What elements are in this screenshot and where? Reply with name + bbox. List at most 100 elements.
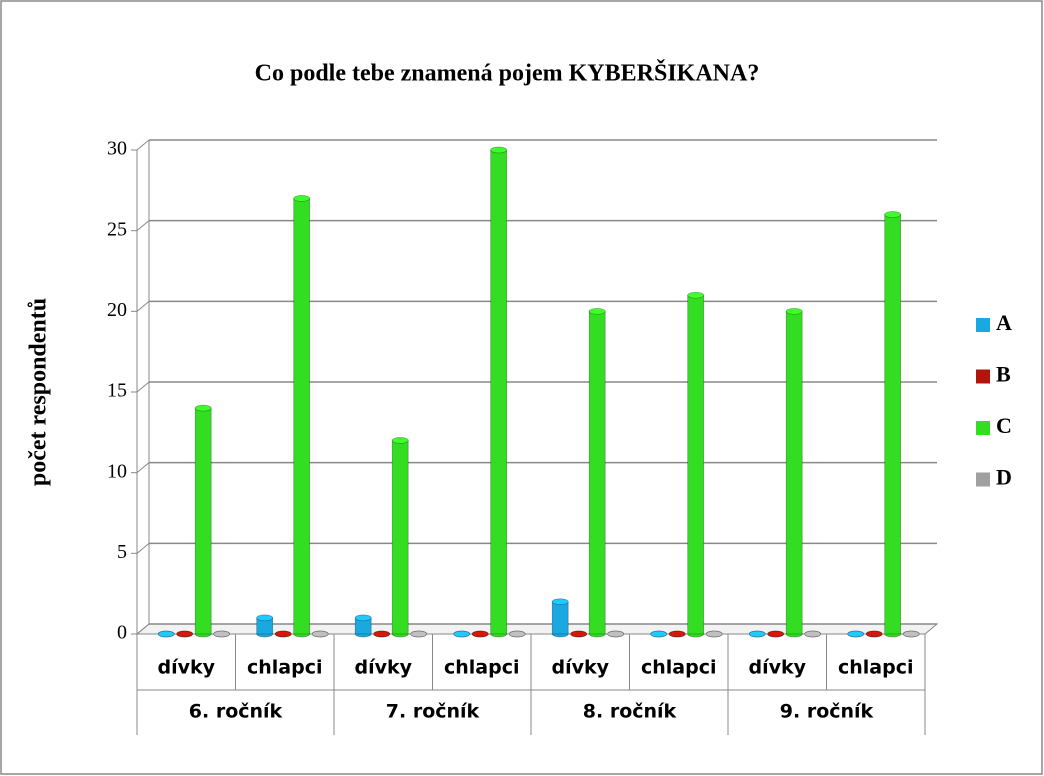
bar xyxy=(705,630,723,638)
bar-top xyxy=(194,404,212,412)
x-tick-label: chlapci xyxy=(838,657,914,679)
bar xyxy=(391,437,409,638)
bar-top xyxy=(570,630,588,638)
bar-top xyxy=(902,630,920,638)
bar xyxy=(410,630,428,638)
bar xyxy=(767,630,785,638)
bar-top xyxy=(785,307,803,315)
bar xyxy=(293,195,311,638)
y-tick-label: 5 xyxy=(117,541,127,563)
legend-label: A xyxy=(996,310,1012,335)
bar xyxy=(588,307,606,638)
bar-body xyxy=(588,310,606,635)
bar-top xyxy=(274,630,292,638)
y-tick-label: 15 xyxy=(107,380,127,402)
group-label: 9. ročník xyxy=(780,701,874,723)
bar-body xyxy=(884,214,902,635)
grid-line xyxy=(136,542,150,554)
bar-top xyxy=(588,307,606,315)
y-tick-label: 25 xyxy=(107,218,127,240)
group-label: 8. ročník xyxy=(583,701,677,723)
bar-top xyxy=(490,146,508,154)
y-tick-label: 0 xyxy=(117,622,127,644)
bar xyxy=(453,630,471,638)
bar xyxy=(847,630,865,638)
bar xyxy=(194,404,212,638)
bar xyxy=(354,614,372,638)
bar xyxy=(157,630,175,638)
bar xyxy=(804,630,822,638)
y-tick-label: 30 xyxy=(107,138,127,160)
bar xyxy=(607,630,625,638)
bar-top xyxy=(256,614,274,622)
bar-top xyxy=(373,630,391,638)
legend-swatch xyxy=(976,318,990,332)
bar xyxy=(256,614,274,638)
bar-top xyxy=(311,630,329,638)
bar xyxy=(373,630,391,638)
bar xyxy=(508,630,526,638)
x-tick-label: chlapci xyxy=(641,657,717,679)
y-tick-label: 10 xyxy=(107,460,127,482)
group-label: 7. ročník xyxy=(386,701,480,723)
bar-top xyxy=(354,614,372,622)
bar-top xyxy=(471,630,489,638)
bar xyxy=(551,598,569,638)
bar xyxy=(650,630,668,638)
bar-top xyxy=(453,630,471,638)
bar-top xyxy=(410,630,428,638)
x-tick-label: dívky xyxy=(354,657,412,679)
x-tick-label: chlapci xyxy=(444,657,520,679)
bar xyxy=(865,630,883,638)
bar-body xyxy=(687,294,705,635)
bar xyxy=(471,630,489,638)
bar-body xyxy=(194,407,212,635)
bar-top xyxy=(884,211,902,218)
bar-top xyxy=(551,598,569,606)
bar-top xyxy=(213,630,231,638)
bar xyxy=(570,630,588,638)
legend-label: D xyxy=(996,465,1012,490)
grid-line xyxy=(136,381,150,393)
bar-top xyxy=(293,195,311,202)
x-tick-label: dívky xyxy=(551,657,609,679)
bar xyxy=(176,630,194,638)
bar-top xyxy=(391,437,409,444)
legend-label: C xyxy=(996,413,1012,438)
x-tick-label: dívky xyxy=(748,657,806,679)
bar-top xyxy=(157,630,175,638)
bar-top xyxy=(668,630,686,638)
bar-top xyxy=(705,630,723,638)
grid-line xyxy=(136,300,150,312)
y-axis-label: počet respondentů xyxy=(26,298,52,486)
bar-body xyxy=(551,601,569,635)
bar xyxy=(884,211,902,638)
bar xyxy=(902,630,920,638)
bar-top xyxy=(176,630,194,638)
bar-top xyxy=(865,630,883,638)
group-label: 6. ročník xyxy=(189,701,283,723)
legend-swatch xyxy=(976,472,990,487)
y-tick-label: 20 xyxy=(107,299,127,321)
bar xyxy=(748,630,766,638)
bar-body xyxy=(785,310,803,635)
legend-label: B xyxy=(996,362,1011,387)
bar xyxy=(687,291,705,638)
chart-title: Co podle tebe znamená pojem KYBERŠIKANA? xyxy=(255,60,760,87)
x-tick-label: chlapci xyxy=(247,657,323,679)
bar-top xyxy=(748,630,766,638)
bar-top xyxy=(650,630,668,638)
bar xyxy=(311,630,329,638)
bar xyxy=(490,146,508,638)
bar-body xyxy=(490,149,508,635)
bar-top xyxy=(767,630,785,638)
bar xyxy=(668,630,686,638)
grid-line xyxy=(136,623,150,635)
grid-line xyxy=(136,139,150,151)
bar-body xyxy=(391,440,409,635)
legend-swatch xyxy=(976,421,990,435)
legend-swatch xyxy=(976,369,990,384)
bar xyxy=(274,630,292,638)
